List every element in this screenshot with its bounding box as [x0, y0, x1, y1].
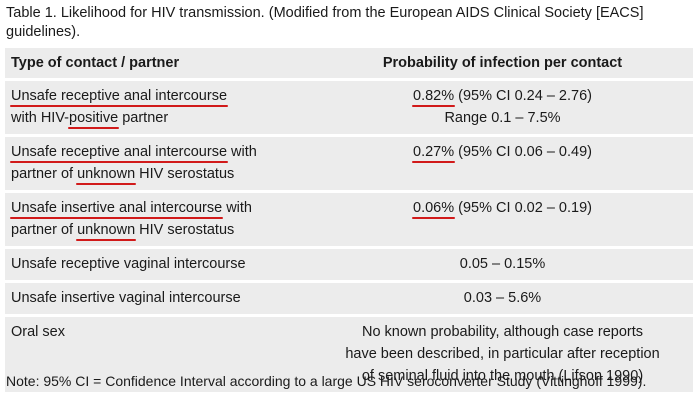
underlined-text: unknown — [77, 166, 136, 182]
underlined-text: Unsafe insertive anal intercourse — [11, 200, 223, 216]
contact-text: HIV serostatus — [135, 166, 235, 182]
table-note: Note: 95% CI = Confidence Interval accor… — [6, 373, 647, 389]
underlined-text: Unsafe receptive anal intercourse — [11, 144, 228, 160]
probability-ci: (95% CI 0.24 – 2.76) — [454, 88, 592, 104]
contact-cell: Unsafe receptive anal intercourse with H… — [5, 81, 312, 134]
table-caption: Table 1. Likelihood for HIV transmission… — [6, 5, 644, 40]
probability-text: No known probability, although case repo… — [361, 324, 644, 340]
table-row: Unsafe insertive anal intercourse with p… — [5, 193, 693, 246]
probability-text: of seminal fluid into the mouth (Lifson … — [361, 368, 644, 384]
hiv-transmission-table: Type of contact / partner Probability of… — [5, 45, 693, 395]
header-probability: Probability of infection per contact — [312, 48, 693, 78]
probability-cell: 0.03 – 5.6% — [312, 283, 693, 314]
probability-value: 0.27% — [413, 144, 455, 160]
contact-text: with HIV- — [11, 110, 70, 126]
contact-cell: Oral sex — [5, 317, 312, 392]
probability-ci: (95% CI 0.02 – 0.19) — [454, 200, 592, 216]
underlined-text: unknown — [77, 222, 136, 238]
underlined-text: positive — [69, 110, 119, 126]
probability-ci: (95% CI 0.06 – 0.49) — [454, 144, 592, 160]
contact-cell: Unsafe receptive anal intercourse with p… — [5, 137, 312, 190]
probability-range: Range 0.1 – 7.5% — [444, 110, 561, 126]
table-row: Unsafe insertive vaginal intercourse 0.0… — [5, 283, 693, 314]
contact-text: with — [222, 200, 252, 216]
probability-value: 0.06% — [413, 200, 455, 216]
contact-text: partner of — [11, 166, 78, 182]
contact-cell: Unsafe receptive vaginal intercourse — [5, 249, 312, 280]
probability-cell: 0.06% (95% CI 0.02 – 0.19) — [312, 193, 693, 246]
probability-cell: No known probability, although case repo… — [312, 317, 693, 392]
table-header-row: Type of contact / partner Probability of… — [5, 48, 693, 78]
contact-text: HIV serostatus — [135, 222, 235, 238]
table-row: Unsafe receptive vaginal intercourse 0.0… — [5, 249, 693, 280]
header-contact: Type of contact / partner — [5, 48, 312, 78]
table-row: Unsafe receptive anal intercourse with H… — [5, 81, 693, 134]
table-row: Unsafe receptive anal intercourse with p… — [5, 137, 693, 190]
table-row: Oral sex No known probability, although … — [5, 317, 693, 392]
contact-cell: Unsafe insertive anal intercourse with p… — [5, 193, 312, 246]
underlined-text: Unsafe receptive anal intercourse — [11, 88, 228, 104]
probability-value: 0.82% — [413, 88, 455, 104]
contact-text: partner of — [11, 222, 78, 238]
probability-cell: 0.82% (95% CI 0.24 – 2.76) Range 0.1 – 7… — [312, 81, 693, 134]
probability-text: have been described, in particular after… — [345, 346, 660, 362]
probability-cell: 0.27% (95% CI 0.06 – 0.49) — [312, 137, 693, 190]
contact-text: with — [227, 144, 257, 160]
probability-cell: 0.05 – 0.15% — [312, 249, 693, 280]
contact-cell: Unsafe insertive vaginal intercourse — [5, 283, 312, 314]
contact-text: partner — [118, 110, 169, 126]
